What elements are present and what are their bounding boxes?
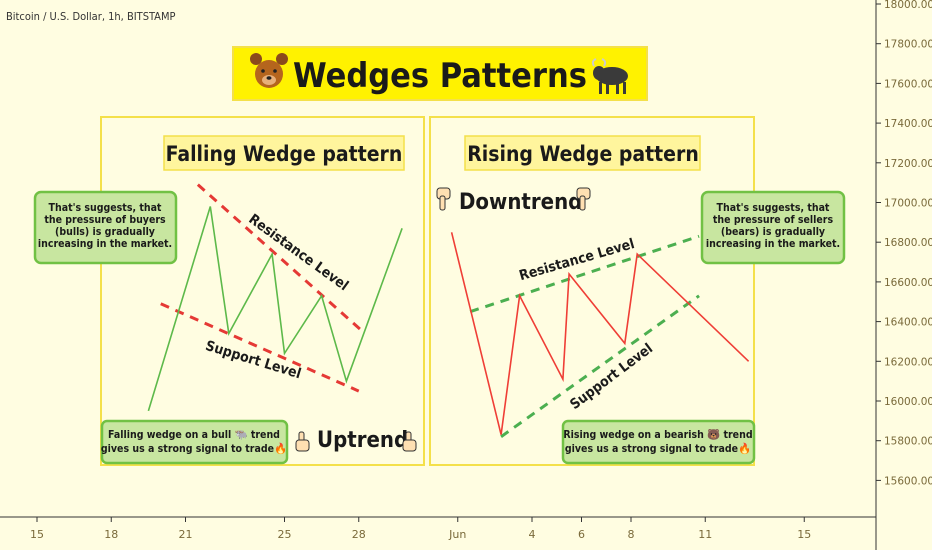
y-tick-label: 17400.00 <box>884 118 932 130</box>
falling-panel-frame <box>100 116 425 466</box>
pointing-up-icon <box>295 431 310 452</box>
x-tick-label: 11 <box>698 528 712 541</box>
x-tick-label: 8 <box>628 528 635 541</box>
x-tick-label: 25 <box>278 528 292 541</box>
y-axis-ticks: 18000.00 17800.00 17600.00 17400.00 17200.00… <box>876 0 932 487</box>
rising-title-box <box>464 135 701 171</box>
y-tick-label: 16800.00 <box>884 237 932 249</box>
rising-note-line: (bears) is gradually <box>721 226 825 238</box>
uptrend-label: Uptrend <box>317 428 408 453</box>
falling-bottom-note-line: gives us a strong signal to trade🔥 <box>101 442 287 455</box>
rising-bottom-note-line: gives us a strong signal to trade🔥 <box>565 442 751 455</box>
y-tick-label: 16200.00 <box>884 356 932 368</box>
series-layer <box>147 206 750 435</box>
falling-wedge-title: Falling Wedge pattern <box>166 142 403 166</box>
rising-price-line <box>450 232 750 435</box>
bull-emoji <box>591 58 628 94</box>
pointing-down-icon <box>576 187 591 211</box>
falling-support-level-line <box>160 302 360 393</box>
rising-bottom-note: Rising wedge on a bearish 🐻 trend gives … <box>561 419 756 465</box>
symbol-header: Bitcoin / U.S. Dollar, 1h, BITSTAMP <box>6 10 175 23</box>
bear-emoji <box>250 53 288 88</box>
y-tick-label: 16400.00 <box>884 317 932 329</box>
rising-panel-frame <box>429 116 755 466</box>
falling-note-line: That's suggests, that <box>49 202 162 214</box>
y-tick-label: 17800.00 <box>884 39 932 51</box>
x-tick-label: 6 <box>578 528 585 541</box>
x-tick-label: 15 <box>797 528 811 541</box>
trendlines-layer <box>160 183 700 438</box>
y-tick-label: 18000.00 <box>884 0 932 11</box>
falling-note-line: (bulls) is gradually <box>55 226 155 238</box>
y-tick-label: 17200.00 <box>884 158 932 170</box>
x-tick-label: 15 <box>30 528 44 541</box>
falling-note-line: increasing in the market. <box>38 238 172 250</box>
falling-resistance-level-line <box>196 183 366 335</box>
pointing-up-icon <box>402 431 417 452</box>
y-tick-label: 17000.00 <box>884 198 932 210</box>
falling-note-box: That's suggests, that the pressure of bu… <box>33 190 178 265</box>
rising-note-line: increasing in the market. <box>706 238 840 250</box>
chart-title: Wedges Patterns <box>293 56 587 96</box>
rising-bottom-note-line: Rising wedge on a bearish 🐻 trend <box>563 428 752 441</box>
x-axis-ticks: 15 18 21 25 28 Jun 4 6 8 11 15 <box>30 517 811 541</box>
x-tick-label: Jun <box>448 528 466 541</box>
falling-note-line: the pressure of buyers <box>44 214 166 226</box>
rising-resistance-level-line <box>469 234 700 314</box>
falling-title-box <box>163 135 405 171</box>
x-tick-label: 28 <box>352 528 366 541</box>
y-tick-label: 17600.00 <box>884 78 932 90</box>
y-tick-label: 15800.00 <box>884 436 932 448</box>
falling-bottom-note: Falling wedge on a bull 🐃 trend gives us… <box>100 419 289 465</box>
rising-note-box: That's suggests, that the pressure of se… <box>700 190 846 265</box>
downtrend-label: Downtrend <box>459 190 582 215</box>
y-tick-label: 16000.00 <box>884 396 932 408</box>
y-tick-label: 15600.00 <box>884 475 932 487</box>
rising-support-level-line <box>500 294 700 438</box>
pointing-down-icon <box>436 187 451 211</box>
y-tick-label: 16600.00 <box>884 277 932 289</box>
x-tick-label: 21 <box>179 528 193 541</box>
falling-price-line <box>147 206 403 412</box>
title-box <box>232 46 648 101</box>
falling-bottom-note-line: Falling wedge on a bull 🐃 trend <box>108 429 280 441</box>
rising-note-line: That's suggests, that <box>717 202 830 214</box>
rising-wedge-title: Rising Wedge pattern <box>467 142 699 166</box>
x-tick-label: 18 <box>104 528 118 541</box>
x-tick-label: 4 <box>529 528 536 541</box>
rising-note-line: the pressure of sellers <box>713 214 834 226</box>
